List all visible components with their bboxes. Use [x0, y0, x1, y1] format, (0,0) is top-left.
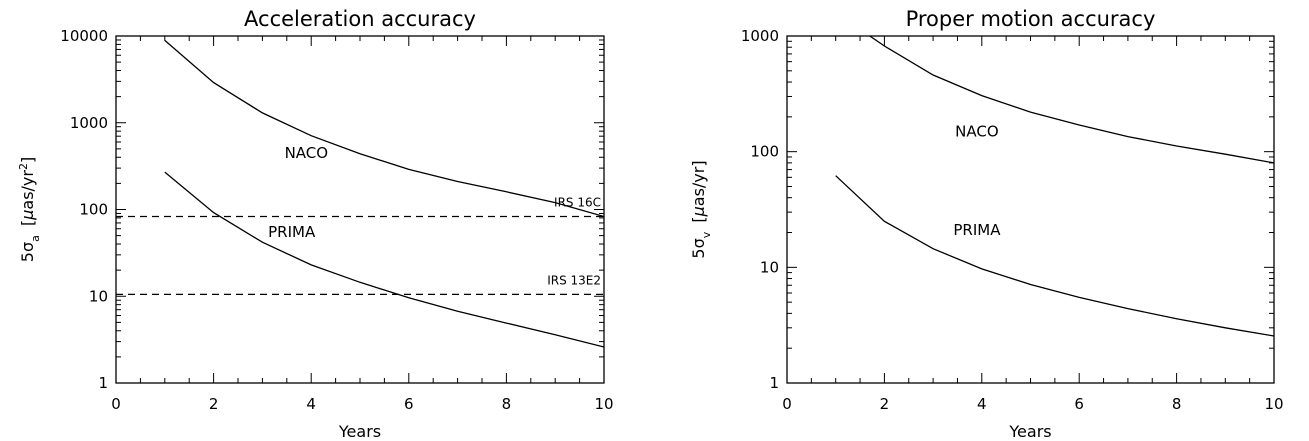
x-tick-label: 10: [1264, 395, 1283, 413]
x-tick-label: 6: [1074, 395, 1084, 413]
x-tick-label: 0: [782, 395, 792, 413]
y-label-open: [: [689, 216, 708, 227]
plot-frame: [786, 35, 1275, 384]
y-tick-label: 100: [750, 143, 779, 161]
plot-frame: [115, 35, 605, 384]
y-tick-label: 10: [89, 287, 108, 305]
x-axis-label: Years: [338, 422, 381, 441]
x-tick-label: 4: [306, 395, 316, 413]
series-annotation: PRIMA: [953, 221, 1001, 239]
y-axis-label: 5σa [μas/yr2]: [17, 157, 42, 262]
y-tick-label: 1000: [741, 27, 779, 45]
acceleration-chart: Acceleration accuracy 0 2 4 6 8 10 1 10 100 1000 10…: [17, 7, 614, 441]
x-tick-label: 2: [209, 395, 219, 413]
proper-motion-chart: Proper motion accuracy 0 2 4 6 8 10 1 10 100 1000 Y…: [689, 7, 1284, 441]
y-label-prefix: 5σ: [18, 242, 37, 262]
y-label-prefix: 5σ: [689, 238, 708, 258]
y-label-open: [: [18, 220, 37, 231]
y-label-subscript: v: [700, 231, 713, 238]
x-tick-label: 6: [404, 395, 414, 413]
y-label-subscript: a: [29, 235, 42, 242]
y-tick-label: 1000: [70, 114, 108, 132]
x-tick-label: 8: [1172, 395, 1182, 413]
x-tick-label: 8: [502, 395, 512, 413]
y-tick-label: 10000: [60, 27, 108, 45]
series-line-naco: [869, 36, 1274, 164]
y-label-mu: μ: [689, 206, 708, 217]
y-label-superscript: 2: [17, 163, 30, 170]
series-annotation: NACO: [285, 144, 329, 162]
y-tick-label: 10: [760, 258, 779, 276]
x-axis-label: Years: [1008, 422, 1051, 441]
reference-line-label: IRS 16C: [554, 196, 601, 210]
series-line-prima: [835, 175, 1274, 337]
y-label-units: as/yr: [689, 166, 708, 206]
y-axis-label: 5σv [μas/yr]: [689, 160, 713, 258]
y-tick-label: 100: [79, 201, 108, 219]
series-line-naco: [164, 39, 604, 218]
y-label-units: as/yr: [18, 170, 37, 210]
chart-title: Acceleration accuracy: [244, 7, 476, 31]
y-tick-label: 1: [769, 374, 779, 392]
y-label-close: ]: [18, 157, 37, 163]
series-line-prima: [164, 171, 604, 348]
x-tick-label: 2: [880, 395, 890, 413]
series-annotation: NACO: [955, 122, 999, 140]
x-tick-label: 4: [977, 395, 987, 413]
reference-line-label: IRS 13E2: [547, 273, 601, 287]
series-annotation: PRIMA: [268, 223, 316, 241]
y-label-mu: μ: [18, 210, 37, 221]
x-tick-label: 0: [111, 395, 121, 413]
y-label-close: ]: [689, 160, 708, 166]
x-tick-label: 10: [594, 395, 613, 413]
chart-title: Proper motion accuracy: [906, 7, 1156, 31]
y-tick-label: 1: [98, 374, 108, 392]
